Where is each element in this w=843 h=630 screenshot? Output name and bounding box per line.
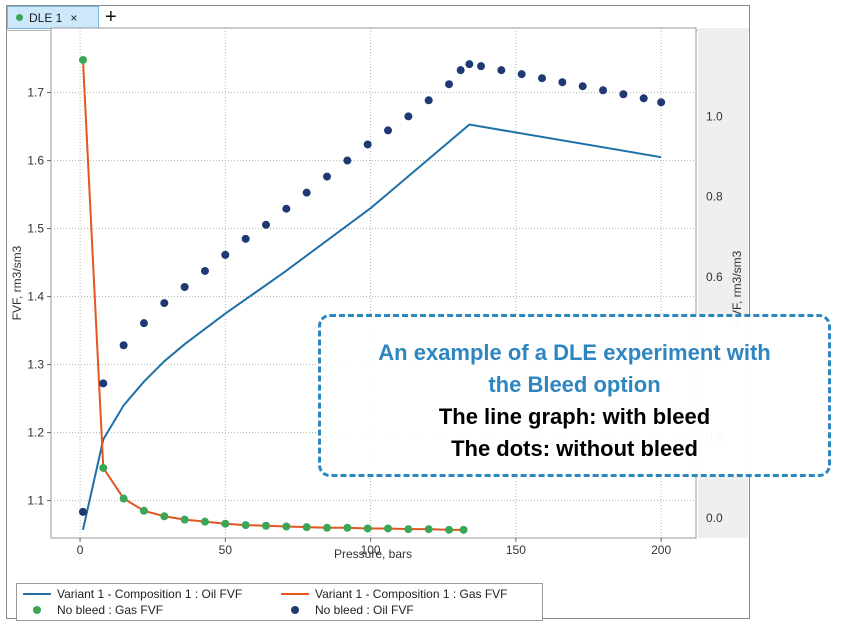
series-point-2 [99, 463, 108, 472]
series-point-3 [517, 70, 526, 79]
left-tick-label: 1.2 [27, 426, 44, 440]
series-point-3 [180, 283, 189, 292]
left-tick-label: 1.4 [27, 290, 44, 304]
legend-label: Variant 1 - Composition 1 : Gas FVF [315, 587, 508, 601]
left-tick-label: 1.1 [27, 494, 44, 508]
legend-swatch-oil-line [23, 593, 51, 595]
series-point-3 [160, 299, 169, 308]
x-tick-label: 200 [651, 543, 671, 557]
tab-status-dot-icon [16, 14, 23, 21]
series-point-2 [139, 506, 148, 515]
series-point-3 [363, 140, 372, 149]
legend-label: Variant 1 - Composition 1 : Oil FVF [57, 587, 243, 601]
callout-line-with-bleed: The line graph: with bleed [438, 404, 711, 429]
left-tick-label: 1.7 [27, 86, 44, 100]
series-point-3 [282, 204, 291, 213]
series-point-3 [99, 379, 108, 388]
right-tick-label: 0.6 [706, 270, 723, 284]
series-point-2 [363, 524, 372, 533]
series-point-2 [459, 525, 468, 534]
series-point-2 [282, 522, 291, 531]
series-point-2 [241, 521, 250, 530]
add-tab-icon[interactable]: + [105, 6, 117, 28]
series-point-3 [241, 234, 250, 243]
series-point-2 [200, 517, 209, 526]
right-tick-label: 0.8 [706, 190, 723, 204]
left-tick-label: 1.3 [27, 358, 44, 372]
series-point-2 [384, 524, 393, 533]
right-tick-label: 0.0 [706, 511, 723, 525]
series-point-3 [639, 94, 648, 103]
series-point-3 [619, 90, 628, 99]
right-tick-label: 1.0 [706, 109, 723, 123]
series-point-3 [465, 60, 474, 69]
x-tick-label: 50 [219, 543, 233, 557]
left-tick-label: 1.6 [27, 154, 44, 168]
series-point-3 [221, 250, 230, 259]
series-point-2 [404, 525, 413, 534]
series-point-3 [384, 126, 393, 135]
series-point-3 [445, 80, 454, 89]
legend-item-oil-fvf-line[interactable]: Variant 1 - Composition 1 : Oil FVF [23, 586, 242, 602]
series-point-2 [78, 55, 87, 64]
series-point-3 [139, 319, 148, 328]
series-point-3 [477, 62, 485, 71]
series-point-3 [262, 220, 270, 229]
series-point-3 [599, 86, 608, 95]
series-point-3 [119, 341, 128, 350]
left-tick-label: 1.5 [27, 222, 44, 236]
series-point-3 [200, 266, 209, 275]
series-point-3 [497, 66, 506, 75]
chart: 0 50 100 150 200 1.1 1.2 1.3 1.4 1.5 1.6 1.7 0.0 0.… [10, 27, 748, 561]
series-point-3 [558, 78, 567, 87]
callout-title-line: An example of a DLE experiment with [378, 340, 771, 365]
legend-swatch-gas-line [281, 593, 309, 595]
x-tick-label: 100 [361, 543, 381, 557]
left-axis-ticks: 1.1 1.2 1.3 1.4 1.5 1.6 1.7 [27, 86, 51, 508]
series-point-2 [262, 521, 270, 530]
series-point-2 [302, 523, 311, 532]
series-point-2 [424, 525, 433, 534]
x-tick-label: 0 [77, 543, 84, 557]
series-point-3 [657, 98, 666, 107]
legend-label: No bleed : Oil FVF [315, 603, 414, 617]
series-point-2 [180, 515, 189, 524]
series-point-2 [343, 523, 352, 532]
series-point-2 [445, 525, 454, 534]
series-point-3 [343, 156, 352, 165]
series-point-2 [221, 519, 230, 528]
callout-title-line: the Bleed option [488, 372, 661, 397]
chart-window: DLE 1 × + 0 50 100 150 200 1.1 1.2 1.3 1.4 1.5 1.… [6, 5, 750, 621]
tab-label: DLE 1 [29, 10, 63, 25]
legend-label: No bleed : Gas FVF [57, 603, 164, 617]
legend-swatch-oil-dot [291, 606, 299, 614]
callout-title: An example of a DLE experiment with the … [321, 337, 828, 401]
series-point-3 [424, 96, 433, 105]
series-point-3 [578, 82, 587, 91]
legend-item-gas-fvf-line[interactable]: Variant 1 - Composition 1 : Gas FVF [281, 586, 508, 602]
series-layer [78, 55, 666, 534]
series-point-3 [302, 188, 311, 197]
close-icon[interactable]: × [70, 10, 78, 25]
callout-line-without-bleed: The dots: without bleed [451, 436, 698, 461]
legend: Variant 1 - Composition 1 : Oil FVF Vari… [16, 583, 543, 621]
x-axis-ticks: 0 50 100 150 200 [77, 538, 671, 557]
series-point-2 [119, 494, 128, 503]
x-tick-label: 150 [506, 543, 526, 557]
legend-item-oil-fvf-dots[interactable]: No bleed : Oil FVF [281, 602, 414, 618]
legend-item-gas-fvf-dots[interactable]: No bleed : Gas FVF [23, 602, 163, 618]
left-axis-label: FVF, rm3/sm3 [10, 245, 24, 320]
series-point-2 [323, 523, 332, 532]
series-point-2 [160, 512, 169, 521]
series-point-3 [404, 112, 413, 121]
series-point-3 [323, 172, 332, 181]
legend-swatch-gas-dot [33, 606, 41, 614]
series-point-3 [538, 74, 547, 83]
annotation-callout: An example of a DLE experiment with the … [318, 314, 831, 477]
series-line-0 [81, 123, 662, 531]
series-point-3 [456, 66, 465, 75]
right-axis-label: FVF, rm3/sm3 [730, 250, 744, 325]
series-point-3 [78, 507, 87, 516]
x-axis-label: Pressure, bars [334, 547, 412, 561]
